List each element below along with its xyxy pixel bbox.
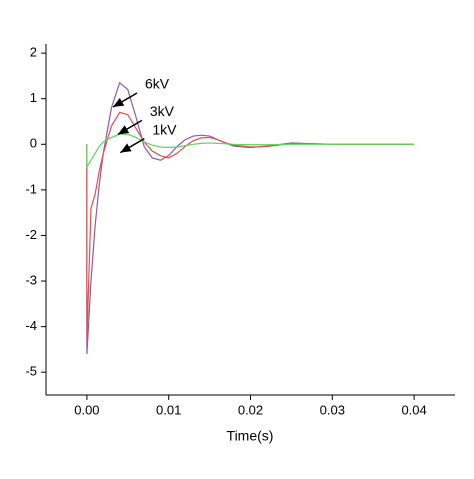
y-tick-label: -5 [25,364,37,379]
annotation-arrow [117,119,143,136]
annotation-arrow [119,137,145,154]
x-axis-label: Time(s) [227,428,274,444]
y-tick-label: -2 [25,227,37,242]
x-tick-label: 0.00 [74,402,99,417]
x-tick-label: 0.03 [320,402,345,417]
annotation-label: 3kV [150,103,175,119]
series-line [86,133,415,170]
y-tick-label: 2 [30,45,37,60]
y-tick-label: -1 [25,181,37,196]
x-tick-label: 0.04 [401,402,426,417]
series-line [86,111,415,341]
y-tick-label: 0 [30,136,37,151]
annotation-label: 6kV [145,76,170,92]
y-tick-label: -3 [25,272,37,287]
annotation-arrow [112,92,138,108]
x-tick-label: 0.02 [238,402,263,417]
annotation-label: 1kV [152,121,177,137]
x-tick-label: 0.01 [156,402,181,417]
y-tick-label: 1 [30,90,37,105]
y-tick-label: -4 [25,318,37,333]
